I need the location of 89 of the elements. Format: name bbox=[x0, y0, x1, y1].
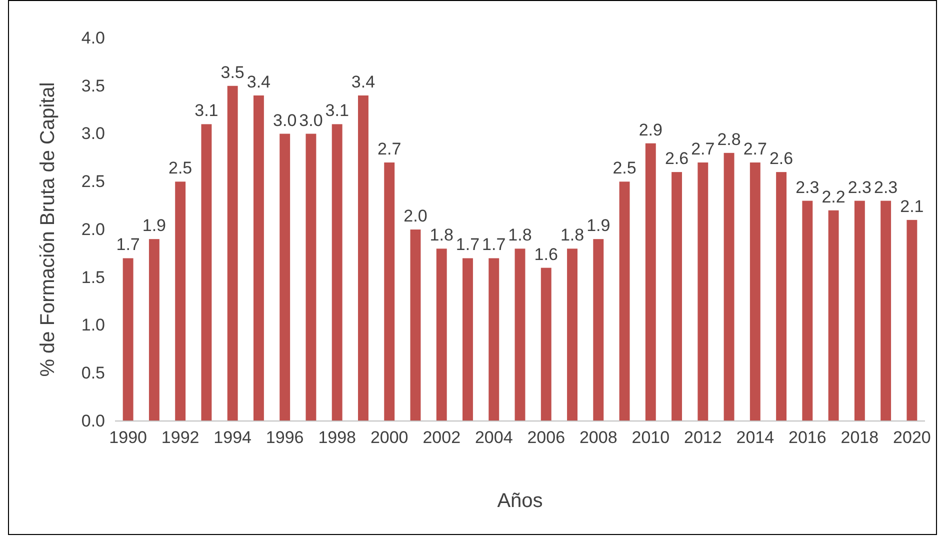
y-tick-label: 3.0 bbox=[81, 124, 105, 144]
data-label: 2.9 bbox=[638, 120, 662, 140]
data-label: 1.7 bbox=[482, 235, 506, 254]
data-label: 2.7 bbox=[743, 139, 767, 158]
y-tick-label: 0.5 bbox=[81, 364, 105, 383]
bar bbox=[488, 258, 500, 421]
bar bbox=[280, 134, 290, 421]
bar bbox=[384, 162, 395, 421]
data-label: 2.2 bbox=[822, 187, 846, 206]
bar bbox=[724, 152, 734, 421]
data-label: 2.7 bbox=[378, 139, 402, 158]
bar bbox=[906, 220, 918, 421]
data-label: 2.8 bbox=[717, 130, 741, 149]
bar bbox=[201, 124, 212, 421]
bar bbox=[828, 210, 839, 421]
bar bbox=[619, 182, 630, 421]
y-tick-label: 2.5 bbox=[81, 172, 105, 192]
data-label: 2.3 bbox=[874, 178, 898, 197]
x-tick-label: 2010 bbox=[632, 428, 670, 448]
data-label: 2.0 bbox=[404, 206, 428, 226]
y-tick-label: 1.0 bbox=[81, 316, 105, 335]
data-label: 3.0 bbox=[299, 110, 323, 130]
bar bbox=[332, 124, 342, 421]
data-label: 1.6 bbox=[534, 244, 558, 264]
x-tick-label: 1994 bbox=[214, 428, 252, 448]
data-label: 3.0 bbox=[273, 110, 297, 130]
data-label: 3.1 bbox=[194, 101, 218, 120]
bar bbox=[227, 86, 238, 421]
data-label: 2.6 bbox=[769, 149, 794, 168]
x-tick-label: 2006 bbox=[527, 428, 566, 448]
bar bbox=[854, 200, 865, 421]
data-label: 2.3 bbox=[796, 178, 820, 197]
x-tick-label: 2008 bbox=[579, 428, 618, 448]
bar bbox=[645, 143, 656, 421]
bar bbox=[514, 248, 526, 421]
bar bbox=[253, 95, 264, 421]
x-tick-label: 2016 bbox=[788, 428, 826, 448]
data-label: 3.4 bbox=[246, 72, 271, 92]
data-label: 2.1 bbox=[900, 196, 924, 216]
data-label: 2.6 bbox=[664, 149, 689, 168]
data-label: 2.7 bbox=[691, 139, 715, 158]
data-label: 2.3 bbox=[848, 178, 872, 197]
data-label: 1.9 bbox=[586, 216, 610, 236]
x-tick-label: 2002 bbox=[422, 428, 461, 448]
y-tick-label: 3.5 bbox=[81, 76, 105, 96]
data-label: 1.9 bbox=[142, 216, 166, 236]
bar bbox=[698, 162, 708, 421]
y-tick-label: 2.0 bbox=[81, 220, 105, 239]
x-tick-label: 1998 bbox=[318, 428, 356, 448]
data-label: 2.5 bbox=[168, 158, 192, 178]
x-tick-label: 2012 bbox=[684, 428, 722, 448]
bar bbox=[802, 200, 813, 421]
bar bbox=[462, 258, 473, 421]
x-tick-label: 1992 bbox=[161, 428, 200, 448]
bar bbox=[148, 239, 160, 421]
bar bbox=[567, 248, 578, 421]
bar bbox=[358, 95, 368, 421]
x-tick-label: 2014 bbox=[736, 428, 774, 448]
bar bbox=[410, 230, 421, 421]
x-tick-label: 2000 bbox=[370, 428, 408, 448]
data-label: 1.7 bbox=[116, 235, 140, 254]
data-label: 2.5 bbox=[612, 158, 636, 178]
y-tick-label: 0.0 bbox=[81, 411, 105, 430]
bar bbox=[436, 248, 447, 421]
bar bbox=[776, 172, 787, 421]
data-label: 3.4 bbox=[351, 72, 376, 92]
bar bbox=[540, 268, 552, 421]
data-label: 1.8 bbox=[430, 226, 454, 245]
bar bbox=[672, 172, 682, 421]
bar bbox=[306, 134, 316, 421]
x-axis-title: Años bbox=[497, 490, 543, 512]
x-tick-label: 2018 bbox=[840, 428, 879, 448]
bar bbox=[880, 200, 892, 421]
data-label: 1.7 bbox=[456, 235, 480, 254]
y-tick-label: 4.0 bbox=[81, 28, 105, 48]
bar bbox=[122, 258, 134, 421]
x-tick-label: 2020 bbox=[893, 428, 931, 448]
data-label: 3.5 bbox=[220, 62, 244, 82]
data-label: 1.8 bbox=[560, 226, 584, 245]
y-axis-title: % de Formación Bruta de Capital bbox=[37, 82, 59, 377]
x-tick-label: 1990 bbox=[109, 428, 147, 448]
bar bbox=[750, 162, 760, 421]
bar bbox=[175, 182, 186, 421]
y-tick-label: 1.5 bbox=[81, 268, 105, 287]
x-tick-label: 2004 bbox=[474, 428, 513, 448]
x-tick-label: 1996 bbox=[266, 428, 304, 448]
bar bbox=[593, 239, 604, 421]
data-label: 1.8 bbox=[508, 226, 532, 245]
data-label: 3.1 bbox=[325, 101, 349, 120]
